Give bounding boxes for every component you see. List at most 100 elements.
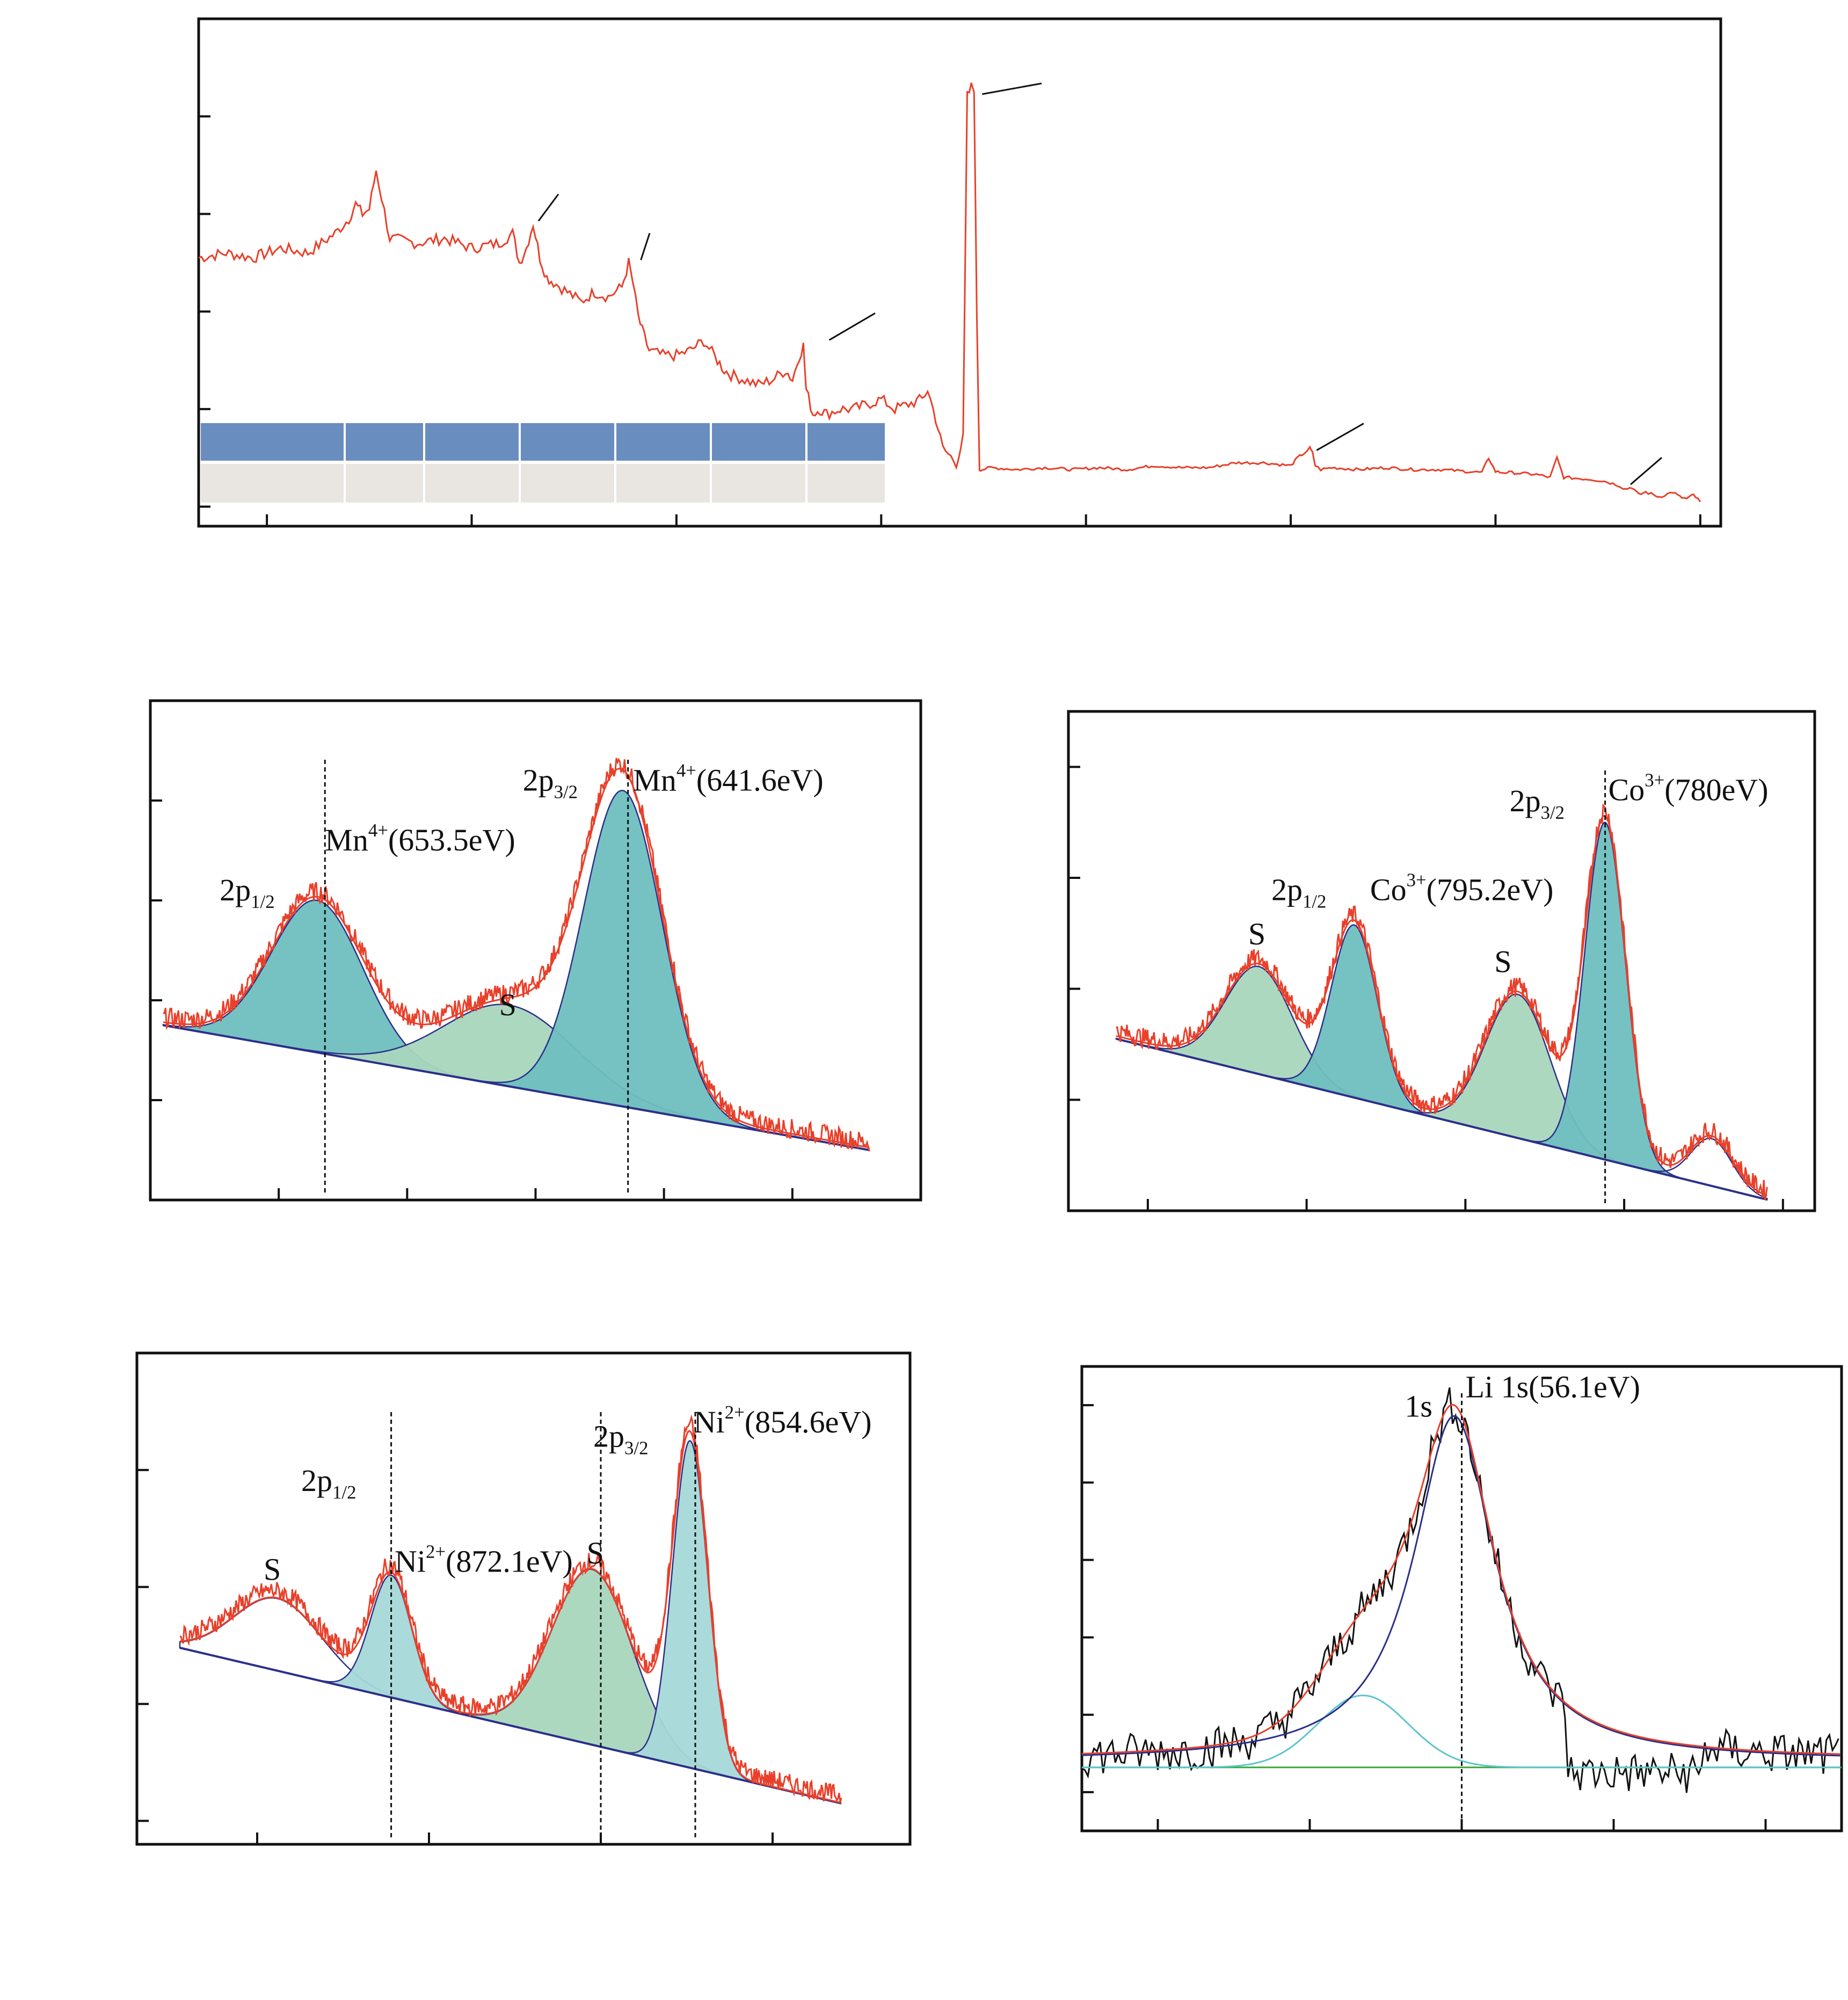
annotation-main: 2p (523, 762, 554, 797)
annotation-main: S (1248, 917, 1265, 951)
table-header-cell (521, 423, 614, 461)
fitted-component-peak (179, 1440, 842, 1804)
annotation-subscript: 3/2 (1541, 802, 1565, 823)
annotation-main: 2p (220, 872, 251, 907)
peak-annotation: S (264, 1552, 281, 1587)
peak-annotation: S (499, 987, 516, 1022)
table-body-cell (346, 464, 423, 503)
table-header-cell (616, 423, 710, 461)
annotation-superscript: 4+ (368, 820, 388, 841)
annotation-main: S (264, 1552, 281, 1587)
annotation-rest: (653.5eV) (388, 823, 515, 857)
annotation-superscript: 3+ (1645, 769, 1664, 790)
annotation-leader-line (537, 193, 559, 222)
annotation-main: Mn (325, 823, 368, 857)
annotation-main: S (499, 987, 516, 1022)
annotation-main: Ni (395, 1544, 426, 1579)
annotation-main: 2p (1510, 783, 1541, 818)
annotation-superscript: 3+ (1407, 869, 1427, 890)
panel-e: 1s Li 1s(56.1eV) (1080, 1365, 1843, 1832)
annotation-main: Li 1s(56.1eV) (1466, 1370, 1640, 1405)
annotation-main: Mn (633, 762, 676, 797)
plot-frame (197, 17, 1722, 528)
annotation-subscript: 1/2 (332, 1482, 356, 1503)
envelope-fit-line (1081, 1403, 1840, 1755)
table-body-cell (807, 464, 885, 503)
peak-annotation: 2p1/2 (220, 872, 274, 912)
annotation-leader-line (1630, 457, 1662, 485)
annotation-main: S (587, 1536, 604, 1570)
annotation-main: Ni (694, 1405, 725, 1439)
peak-annotation: Ni2+(872.1eV) (395, 1541, 573, 1579)
survey-spectrum-line (198, 82, 1701, 503)
peak-annotation: 2p1/2 (1271, 872, 1326, 912)
background-line (163, 1024, 870, 1151)
plot-frame (135, 1351, 912, 1846)
table-header-cell (425, 423, 519, 461)
raw-data-line (163, 758, 870, 1152)
annotation-rest: (641.6eV) (696, 762, 824, 797)
annotation-rest: (854.6eV) (745, 1405, 872, 1439)
peak-annotation: S (1494, 944, 1511, 979)
annotation-main: 2p (1271, 872, 1303, 907)
annotation-subscript: 3/2 (554, 781, 578, 802)
raw-data-line (1115, 803, 1768, 1201)
table-header-cell (201, 423, 344, 461)
peak-annotation: S (587, 1536, 604, 1570)
component-peak-line (1082, 1694, 1840, 1769)
peak-annotation: 1s (1405, 1389, 1432, 1424)
background-line (179, 1647, 842, 1805)
annotation-leader-line (1316, 423, 1364, 452)
annotation-rest: (780eV) (1664, 772, 1768, 807)
table-body-cell (616, 464, 710, 503)
annotation-main: Co (1609, 772, 1645, 807)
peak-annotation: S (1248, 917, 1265, 951)
annotation-subscript: 1/2 (1303, 891, 1326, 912)
peak-annotation: Mn4+(641.6eV) (633, 760, 823, 797)
annotation-main: 1s (1405, 1389, 1432, 1424)
envelope-fit-line (179, 1430, 842, 1804)
annotation-subscript: 1/2 (251, 891, 274, 912)
annotation-main: 2p (593, 1419, 624, 1453)
fitted-component-peak (179, 1597, 842, 1804)
table-header-cell (712, 423, 805, 461)
peak-annotation: 2p3/2 (523, 762, 578, 802)
table-body-cell (425, 464, 519, 503)
annotation-main: S (1494, 944, 1511, 979)
background-line (1116, 1037, 1767, 1201)
annotation-leader-line (640, 232, 651, 260)
envelope-fit-line (163, 768, 870, 1148)
annotation-rest: (872.1eV) (446, 1544, 573, 1579)
panel-a (197, 17, 1722, 528)
table-body-cell (201, 464, 344, 503)
table-header-cell (346, 423, 423, 461)
table-body-cell (712, 464, 805, 503)
annotation-superscript: 2+ (725, 1402, 745, 1423)
annotation-rest: (795.2eV) (1427, 872, 1554, 907)
peak-annotation: Mn4+(653.5eV) (325, 820, 515, 857)
annotation-superscript: 4+ (676, 760, 696, 781)
annotation-main: Co (1370, 872, 1407, 907)
table-header-cell (807, 423, 885, 461)
peak-annotation: Li 1s(56.1eV) (1466, 1370, 1640, 1405)
fitted-component-peak (179, 1568, 842, 1804)
annotation-leader-line (828, 312, 876, 341)
raw-data-line (179, 1414, 842, 1803)
plot-frame (1067, 710, 1816, 1212)
peak-annotation: Co3+(780eV) (1609, 769, 1769, 807)
raw-data-line (1081, 1387, 1839, 1793)
peak-annotation: Co3+(795.2eV) (1370, 869, 1553, 907)
main-peak-line (1081, 1415, 1840, 1757)
annotation-superscript: 2+ (426, 1541, 446, 1562)
peak-annotation: 2p3/2 (593, 1419, 648, 1458)
annotation-subscript: 3/2 (624, 1437, 648, 1458)
peak-annotation: Ni2+(854.6eV) (694, 1402, 872, 1439)
annotation-main: 2p (301, 1463, 332, 1498)
annotation-leader-line (982, 82, 1042, 95)
table-body-cell (521, 464, 614, 503)
peak-annotation: 2p3/2 (1510, 783, 1565, 823)
